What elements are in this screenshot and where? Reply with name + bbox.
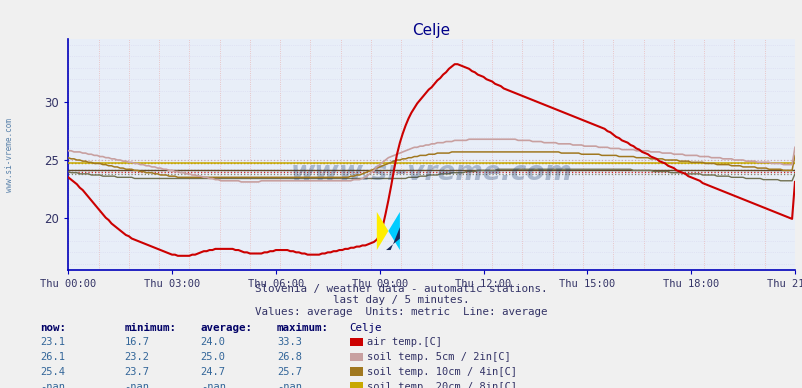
Text: 25.0: 25.0 xyxy=(200,352,225,362)
Text: maximum:: maximum: xyxy=(277,322,329,333)
Polygon shape xyxy=(386,227,399,250)
Text: 23.2: 23.2 xyxy=(124,352,149,362)
Text: Slovenia / weather data - automatic stations.: Slovenia / weather data - automatic stat… xyxy=(255,284,547,294)
Text: -nan: -nan xyxy=(277,381,302,388)
Text: 25.4: 25.4 xyxy=(40,367,65,377)
Text: 25.7: 25.7 xyxy=(277,367,302,377)
Text: 24.0: 24.0 xyxy=(200,337,225,347)
Text: minimum:: minimum: xyxy=(124,322,176,333)
Text: 23.1: 23.1 xyxy=(40,337,65,347)
Polygon shape xyxy=(388,212,399,250)
Text: www.si-vreme.com: www.si-vreme.com xyxy=(5,118,14,192)
Text: soil temp. 10cm / 4in[C]: soil temp. 10cm / 4in[C] xyxy=(367,367,516,377)
Text: -nan: -nan xyxy=(200,381,225,388)
Text: 24.7: 24.7 xyxy=(200,367,225,377)
Text: air temp.[C]: air temp.[C] xyxy=(367,337,441,347)
Text: soil temp. 20cm / 8in[C]: soil temp. 20cm / 8in[C] xyxy=(367,381,516,388)
Text: soil temp. 5cm / 2in[C]: soil temp. 5cm / 2in[C] xyxy=(367,352,510,362)
Text: -nan: -nan xyxy=(40,381,65,388)
Text: average:: average: xyxy=(200,322,253,333)
Text: 23.7: 23.7 xyxy=(124,367,149,377)
Polygon shape xyxy=(376,212,388,250)
Text: 33.3: 33.3 xyxy=(277,337,302,347)
Text: now:: now: xyxy=(40,322,66,333)
Text: Celje: Celje xyxy=(349,322,381,333)
Text: 26.8: 26.8 xyxy=(277,352,302,362)
Text: www.si-vreme.com: www.si-vreme.com xyxy=(290,160,572,186)
Text: Values: average  Units: metric  Line: average: Values: average Units: metric Line: aver… xyxy=(255,307,547,317)
Text: -nan: -nan xyxy=(124,381,149,388)
Text: 16.7: 16.7 xyxy=(124,337,149,347)
Text: 26.1: 26.1 xyxy=(40,352,65,362)
Title: Celje: Celje xyxy=(412,23,450,38)
Text: last day / 5 minutes.: last day / 5 minutes. xyxy=(333,295,469,305)
